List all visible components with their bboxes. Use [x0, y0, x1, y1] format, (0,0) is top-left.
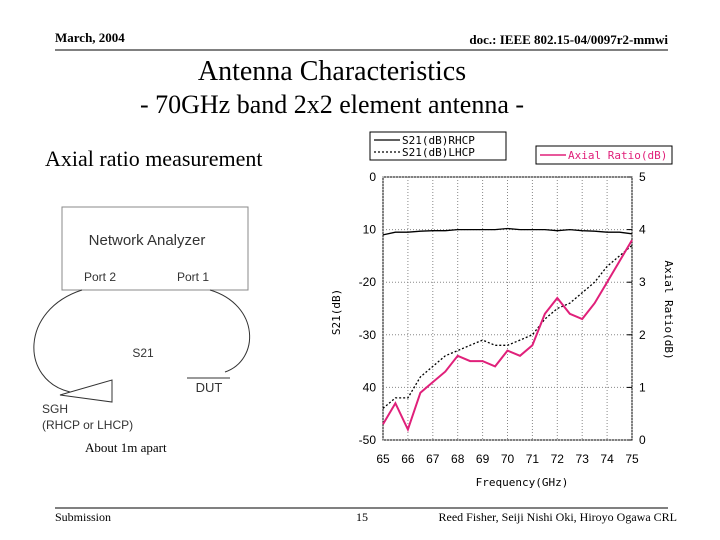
dut-label: DUT: [196, 380, 223, 395]
y-tick-label: -20: [359, 275, 377, 289]
y-tick-label: 40: [363, 380, 377, 394]
horn-icon: [59, 379, 113, 403]
date: March, 2004: [55, 30, 125, 45]
legend-box: [369, 131, 507, 161]
y-tick-label: -50: [359, 433, 377, 447]
y2-tick-label: 5: [639, 170, 646, 184]
s21-label: S21: [132, 346, 154, 360]
legend-label: S21(dB)RHCP: [402, 134, 475, 147]
sgh-label: SGH: [42, 402, 68, 416]
sgh-note: (RHCP or LHCP): [42, 418, 133, 432]
series-line: [382, 227, 633, 236]
doc-id: doc.: IEEE 802.15-04/0097r2-mmwi: [469, 32, 668, 47]
title: Antenna Characteristics: [198, 56, 466, 87]
y2-tick-label: 1: [639, 380, 646, 394]
x-tick-label: 71: [526, 452, 540, 466]
x-tick-label: 66: [401, 452, 415, 466]
x-tick-label: 75: [625, 452, 639, 466]
section-title: Axial ratio measurement: [45, 146, 262, 171]
subtitle: - 70GHz band 2x2 element antenna -: [140, 90, 524, 119]
y2-axis-label: Axial Ratio(dB): [662, 260, 675, 359]
analyzer-box: [61, 206, 249, 291]
chart: Frequency(GHz) S21(dB) Axial Ratio(dB) 6…: [330, 131, 675, 489]
x-tick-label: 73: [576, 452, 590, 466]
cable: [33, 289, 83, 393]
page-number: 15: [356, 510, 368, 524]
legend-label: Axial Ratio(dB): [568, 149, 667, 162]
legend-box: [535, 145, 673, 165]
x-tick-label: 67: [426, 452, 440, 466]
x-tick-label: 70: [501, 452, 515, 466]
y2-tick-label: 0: [639, 433, 646, 447]
x-tick-label: 68: [451, 452, 465, 466]
y-tick-label: 0: [369, 170, 376, 184]
y-tick-label: 10: [363, 223, 377, 237]
y2-tick-label: 4: [639, 223, 646, 237]
setup-diagram: Network Analyzer Port 2 Port 1 S21 DUT S…: [33, 206, 251, 455]
y-axis-label: S21(dB): [330, 289, 343, 335]
y-tick-label: -30: [359, 328, 377, 342]
series-line: [382, 239, 633, 433]
footer-authors: Reed Fisher, Seiji Nishi Oki, Hiroyo Oga…: [439, 510, 678, 524]
footer-left: Submission: [55, 510, 111, 524]
port-label: Port 1: [177, 270, 209, 284]
distance-note: About 1m apart: [85, 440, 167, 455]
x-tick-label: 74: [600, 452, 614, 466]
y2-tick-label: 3: [639, 275, 646, 289]
port-label: Port 2: [84, 270, 116, 284]
analyzer-label: Network Analyzer: [89, 232, 206, 249]
series-line: [382, 244, 633, 409]
x-tick-label: 65: [376, 452, 390, 466]
x-axis-label: Frequency(GHz): [476, 476, 569, 489]
y2-tick-label: 2: [639, 328, 646, 342]
cable: [209, 289, 251, 373]
legend-label: S21(dB)LHCP: [402, 146, 475, 159]
x-tick-label: 69: [476, 452, 490, 466]
x-tick-label: 72: [551, 452, 565, 466]
